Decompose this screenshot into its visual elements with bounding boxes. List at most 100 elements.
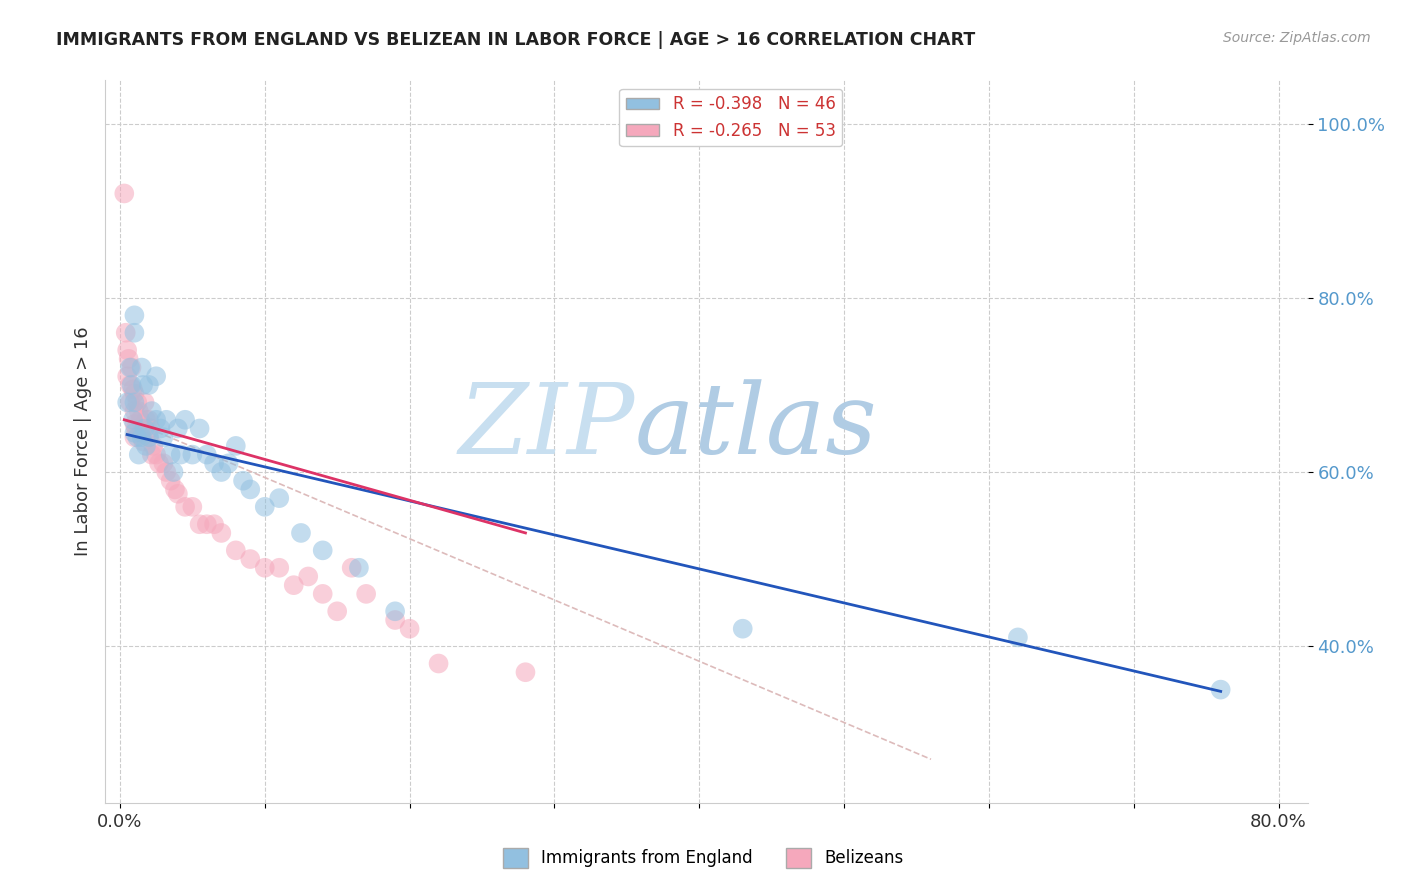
Point <box>232 474 254 488</box>
Point <box>122 413 145 427</box>
Point <box>195 448 218 462</box>
Point <box>117 351 139 366</box>
Point <box>515 665 537 680</box>
Point <box>340 561 363 575</box>
Point <box>115 395 138 409</box>
Point <box>181 500 204 514</box>
Point <box>134 395 156 409</box>
Point <box>124 395 146 409</box>
Legend: R = -0.398   N = 46, R = -0.265   N = 53: R = -0.398 N = 46, R = -0.265 N = 53 <box>620 88 842 146</box>
Point <box>155 465 177 479</box>
Point <box>141 404 163 418</box>
Point <box>128 404 150 418</box>
Point <box>155 413 177 427</box>
Point <box>152 430 174 444</box>
Point <box>167 487 190 501</box>
Point <box>1209 682 1232 697</box>
Point <box>121 378 143 392</box>
Point <box>354 587 377 601</box>
Point <box>290 525 312 540</box>
Point <box>124 425 146 440</box>
Point <box>159 448 181 462</box>
Point <box>132 378 155 392</box>
Point <box>135 413 157 427</box>
Point <box>138 430 160 444</box>
Point <box>312 543 335 558</box>
Point <box>138 378 160 392</box>
Point <box>125 421 148 435</box>
Point <box>139 421 162 435</box>
Point <box>326 604 349 618</box>
Point <box>239 552 262 566</box>
Point <box>122 382 145 396</box>
Point <box>145 448 167 462</box>
Point <box>347 561 370 575</box>
Point <box>121 360 143 375</box>
Point <box>120 378 142 392</box>
Point <box>188 517 211 532</box>
Point <box>202 517 225 532</box>
Point <box>148 456 170 470</box>
Point <box>269 491 291 505</box>
Point <box>124 430 146 444</box>
Point <box>145 413 167 427</box>
Legend: Immigrants from England, Belizeans: Immigrants from England, Belizeans <box>496 841 910 875</box>
Text: ZIP: ZIP <box>458 379 634 475</box>
Point <box>225 543 247 558</box>
Point <box>135 439 157 453</box>
Text: IMMIGRANTS FROM ENGLAND VS BELIZEAN IN LABOR FORCE | AGE > 16 CORRELATION CHART: IMMIGRANTS FROM ENGLAND VS BELIZEAN IN L… <box>56 31 976 49</box>
Point <box>312 587 335 601</box>
Point <box>124 308 146 322</box>
Point <box>384 613 406 627</box>
Point <box>115 369 138 384</box>
Point <box>131 425 153 440</box>
Point <box>731 622 754 636</box>
Point <box>124 326 146 340</box>
Point <box>384 604 406 618</box>
Point <box>253 561 276 575</box>
Point <box>138 430 160 444</box>
Point <box>138 413 160 427</box>
Text: atlas: atlas <box>634 379 877 475</box>
Point <box>170 448 193 462</box>
Point <box>209 525 232 540</box>
Point <box>283 578 305 592</box>
Point <box>131 430 153 444</box>
Point <box>427 657 450 671</box>
Text: Source: ZipAtlas.com: Source: ZipAtlas.com <box>1223 31 1371 45</box>
Point <box>253 500 276 514</box>
Point <box>142 439 165 453</box>
Point <box>297 569 319 583</box>
Point <box>114 326 136 340</box>
Point <box>159 474 181 488</box>
Point <box>174 500 197 514</box>
Point <box>225 439 247 453</box>
Point <box>145 369 167 384</box>
Point <box>132 434 155 449</box>
Point <box>181 448 204 462</box>
Point <box>115 343 138 358</box>
Point <box>127 395 149 409</box>
Point <box>269 561 291 575</box>
Y-axis label: In Labor Force | Age > 16: In Labor Force | Age > 16 <box>73 326 91 557</box>
Point <box>202 456 225 470</box>
Point <box>195 517 218 532</box>
Point <box>124 417 146 431</box>
Point <box>134 421 156 435</box>
Point <box>188 421 211 435</box>
Point <box>163 483 186 497</box>
Point <box>120 395 142 409</box>
Point <box>129 413 152 427</box>
Point <box>1007 631 1029 645</box>
Point <box>162 465 184 479</box>
Point <box>127 430 149 444</box>
Point <box>131 360 153 375</box>
Point <box>398 622 420 636</box>
Point <box>152 456 174 470</box>
Point <box>167 421 190 435</box>
Point <box>120 360 142 375</box>
Point <box>174 413 197 427</box>
Point <box>218 456 240 470</box>
Point <box>124 386 146 401</box>
Point <box>149 421 172 435</box>
